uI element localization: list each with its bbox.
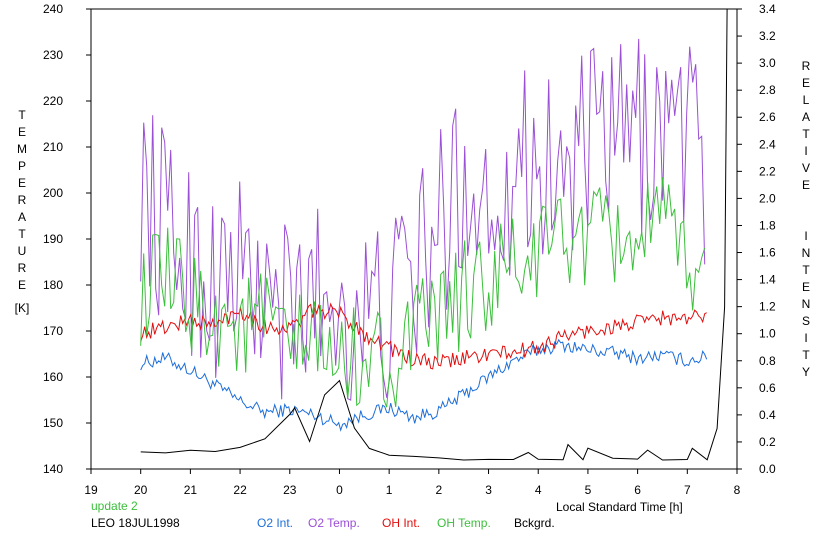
series-line — [140, 338, 708, 432]
left-tick-label: 160 — [43, 370, 63, 384]
left-tick-label: 190 — [43, 232, 63, 246]
right-tick-label: 0.2 — [759, 435, 776, 449]
left-tick-label: 220 — [43, 94, 63, 108]
left-tick-label: 200 — [43, 186, 63, 200]
x-tick-label: 3 — [485, 483, 492, 497]
left-tick-label: 150 — [43, 416, 63, 430]
right-tick-label: 3.4 — [759, 2, 776, 16]
legend-o2-temp: O2 Temp. — [308, 516, 360, 530]
x-tick-label: 6 — [634, 483, 641, 497]
x-tick-label: 8 — [734, 483, 741, 497]
right-tick-label: 3.0 — [759, 56, 776, 70]
right-tick-label: 0.8 — [759, 354, 776, 368]
x-tick-label: 7 — [684, 483, 691, 497]
x-tick-label: 4 — [535, 483, 542, 497]
x-tick-label: 20 — [134, 483, 148, 497]
right-tick-label: 3.2 — [759, 29, 776, 43]
right-tick-label: 1.6 — [759, 246, 776, 260]
site-date-text: LEO 18JUL1998 — [91, 516, 180, 530]
x-tick-label: 19 — [84, 483, 98, 497]
x-axis-label: Local Standard Time [h] — [556, 500, 683, 514]
right-tick-label: 1.0 — [759, 327, 776, 341]
x-tick-label: 0 — [336, 483, 343, 497]
right-tick-label: 1.8 — [759, 218, 776, 232]
legend-bckgrd: Bckgrd. — [514, 516, 555, 530]
left-tick-label: 230 — [43, 48, 63, 62]
left-tick-label: 140 — [43, 462, 63, 476]
right-tick-label: 0.4 — [759, 408, 776, 422]
right-tick-label: 1.4 — [759, 273, 776, 287]
left-tick-label: 210 — [43, 140, 63, 154]
left-tick-label: 240 — [43, 2, 63, 16]
series-line — [140, 177, 706, 408]
left-tick-label: 180 — [43, 278, 63, 292]
right-tick-label: 2.2 — [759, 164, 776, 178]
x-tick-label: 22 — [233, 483, 247, 497]
right-tick-label: 2.6 — [759, 110, 776, 124]
x-tick-label: 5 — [585, 483, 592, 497]
legend-oh-temp: OH Temp. — [437, 516, 491, 530]
left-axis-unit: [K] — [14, 301, 30, 315]
series-line — [140, 8, 728, 461]
series-line — [140, 302, 707, 370]
right-tick-label: 0.6 — [759, 381, 776, 395]
left-tick-label: 170 — [43, 324, 63, 338]
legend-oh-int: OH Int. — [382, 516, 421, 530]
x-tick-label: 21 — [184, 483, 198, 497]
right-tick-label: 2.4 — [759, 137, 776, 151]
right-tick-label: 0.0 — [759, 462, 776, 476]
legend-o2-int: O2 Int. — [257, 516, 294, 530]
right-tick-label: 2.0 — [759, 191, 776, 205]
x-tick-label: 2 — [436, 483, 443, 497]
right-tick-label: 2.8 — [759, 83, 776, 97]
x-tick-label: 1 — [386, 483, 393, 497]
series-line — [140, 38, 706, 401]
right-tick-label: 1.2 — [759, 300, 776, 314]
x-tick-label: 23 — [283, 483, 297, 497]
status-text: update 2 — [91, 499, 138, 513]
